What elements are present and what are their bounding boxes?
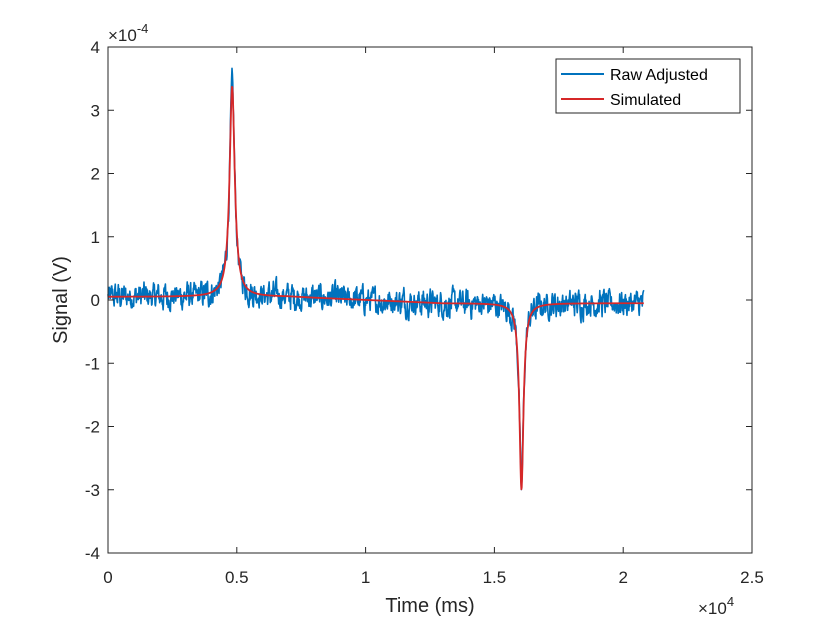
ticks-layer xyxy=(107,46,753,554)
labels-layer: 0 0.5 1 1.5 2 2.5 -4 -3 -2 -1 0 1 2 3 4 xyxy=(85,38,764,587)
y-axis-label: Signal (V) xyxy=(50,256,72,344)
y-tick-label: 3 xyxy=(91,101,100,120)
series-line-simulated xyxy=(107,85,645,491)
x-tick-label: 0.5 xyxy=(225,568,249,587)
y-tick-label: -2 xyxy=(85,418,100,437)
y-tick-label: -3 xyxy=(85,481,100,500)
svg-text:×104: ×104 xyxy=(698,594,734,618)
x-tick-label: 1 xyxy=(361,568,370,587)
x-tick-label: 0 xyxy=(103,568,112,587)
y-tick-label: 0 xyxy=(91,291,100,310)
y-exponent-power: -4 xyxy=(137,21,149,36)
x-axis-label: Time (ms) xyxy=(385,595,474,617)
series-layer xyxy=(107,67,645,491)
x-exponent-base: ×10 xyxy=(698,599,727,618)
series-line-raw-adjusted xyxy=(107,67,645,491)
x-exponent-label: ×104 xyxy=(698,594,734,618)
y-tick-label: 1 xyxy=(91,228,100,247)
legend-label-simulated: Simulated xyxy=(610,92,681,109)
legend: Raw Adjusted Simulated xyxy=(555,58,741,114)
svg-text:×10-4: ×10-4 xyxy=(108,21,148,45)
x-tick-label: 1.5 xyxy=(483,568,507,587)
legend-label-raw-adjusted: Raw Adjusted xyxy=(610,67,708,84)
legend-box xyxy=(555,58,741,114)
y-exponent-label: ×10-4 xyxy=(108,21,148,45)
y-tick-label: 4 xyxy=(91,38,100,57)
x-exponent-power: 4 xyxy=(727,594,734,609)
y-tick-label: -1 xyxy=(85,354,100,373)
y-tick-label: 2 xyxy=(91,165,100,184)
y-exponent-base: ×10 xyxy=(108,26,137,45)
x-tick-label: 2.5 xyxy=(740,568,764,587)
y-tick-label: -4 xyxy=(85,544,100,563)
x-tick-label: 2 xyxy=(618,568,627,587)
